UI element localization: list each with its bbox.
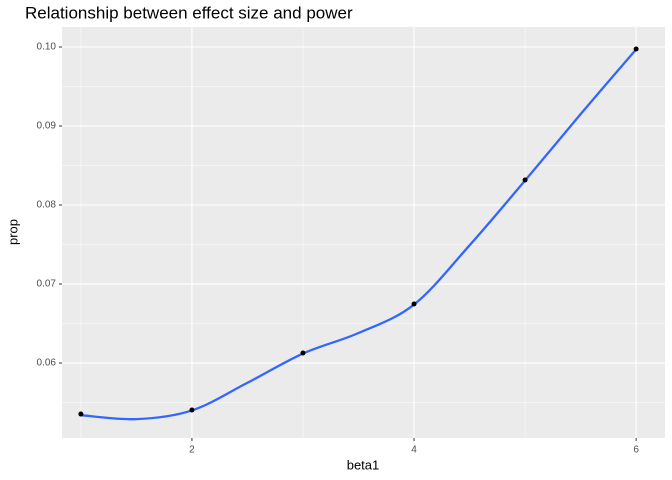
point [411, 301, 417, 307]
x-tick-label: 2 [189, 445, 195, 456]
x-tick-label: 6 [633, 445, 639, 456]
y-tick-label: 0.08 [37, 200, 57, 211]
y-tick-label: 0.10 [37, 42, 57, 53]
point [189, 407, 195, 413]
y-tick-label: 0.06 [37, 358, 57, 369]
smooth-line [80, 48, 638, 421]
point [300, 350, 306, 356]
x-axis-label: beta1 [347, 457, 380, 472]
point [78, 411, 84, 417]
point [522, 177, 528, 183]
y-axis-label: prop [5, 219, 20, 245]
chart-title: Relationship between effect size and pow… [25, 3, 353, 22]
y-tick-label: 0.07 [37, 279, 57, 290]
x-tick-label: 4 [411, 445, 417, 456]
point [633, 46, 639, 52]
y-tick-label: 0.09 [37, 121, 57, 132]
panel [62, 27, 665, 438]
